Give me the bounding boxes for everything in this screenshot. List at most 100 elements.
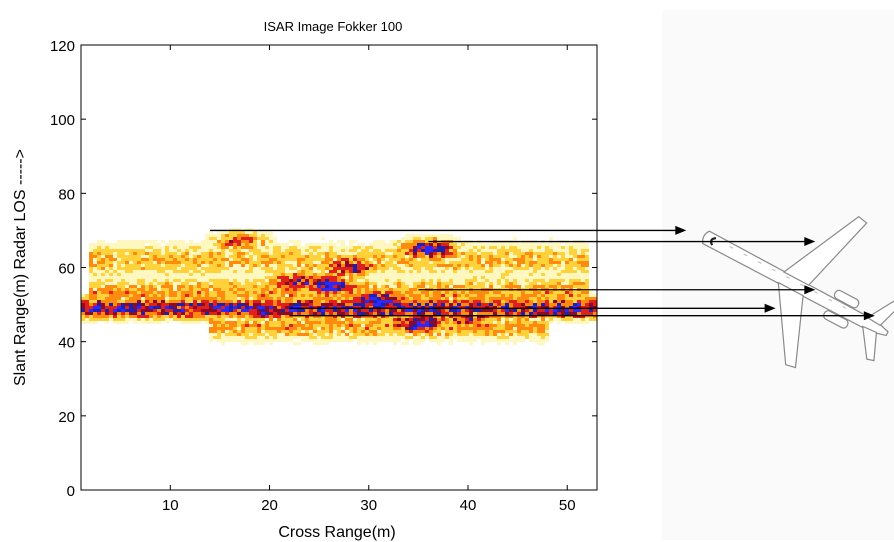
heatmap-cell	[265, 237, 269, 240]
heatmap-cell	[293, 249, 297, 252]
heatmap-cell	[533, 279, 537, 282]
heatmap-cell	[517, 303, 521, 306]
heatmap-cell	[181, 315, 185, 318]
heatmap-cell	[205, 279, 209, 282]
heatmap-cell	[169, 258, 173, 261]
heatmap-cell	[473, 264, 477, 267]
heatmap-cell	[429, 258, 433, 261]
heatmap-cell	[341, 240, 345, 243]
heatmap-cell	[581, 258, 585, 261]
heatmap-cell	[505, 264, 509, 267]
heatmap-cell	[185, 306, 189, 309]
heatmap-cell	[573, 282, 577, 285]
heatmap-cell	[477, 306, 481, 309]
heatmap-cell	[349, 333, 353, 336]
heatmap-cell	[333, 303, 337, 306]
heatmap-cell	[233, 306, 237, 309]
heatmap-cell	[381, 339, 385, 342]
heatmap-cell	[557, 243, 561, 246]
heatmap-cell	[345, 285, 349, 288]
heatmap-cell	[273, 267, 277, 270]
heatmap-cell	[249, 243, 253, 246]
heatmap-cell	[493, 249, 497, 252]
heatmap-cell	[289, 255, 293, 258]
heatmap-cell	[561, 249, 565, 252]
heatmap-cell	[429, 252, 433, 255]
heatmap-cell	[533, 312, 537, 315]
heatmap-cell	[193, 321, 197, 324]
heatmap-cell	[441, 243, 445, 246]
heatmap-cell	[401, 315, 405, 318]
heatmap-cell	[357, 318, 361, 321]
heatmap-cell	[297, 291, 301, 294]
heatmap-cell	[341, 282, 345, 285]
heatmap-cell	[553, 252, 557, 255]
heatmap-cell	[353, 285, 357, 288]
heatmap-cell	[281, 315, 285, 318]
heatmap-cell	[345, 321, 349, 324]
heatmap-cell	[477, 261, 481, 264]
heatmap-cell	[509, 324, 513, 327]
heatmap-cell	[221, 237, 225, 240]
heatmap-cell	[533, 252, 537, 255]
heatmap-cell	[209, 294, 213, 297]
heatmap-cell	[469, 282, 473, 285]
heatmap-cell	[165, 264, 169, 267]
heatmap-cell	[397, 309, 401, 312]
heatmap-cell	[145, 240, 149, 243]
heatmap-cell	[293, 240, 297, 243]
heatmap-cell	[229, 228, 233, 231]
heatmap-cell	[321, 291, 325, 294]
heatmap-cell	[461, 297, 465, 300]
heatmap-cell	[349, 303, 353, 306]
heatmap-cell	[413, 309, 417, 312]
heatmap-cell	[157, 282, 161, 285]
heatmap-cell	[253, 318, 257, 321]
heatmap-cell	[325, 333, 329, 336]
heatmap-cell	[525, 303, 529, 306]
heatmap-cell	[157, 318, 161, 321]
heatmap-cell	[85, 306, 89, 309]
heatmap-cell	[161, 288, 165, 291]
heatmap-cell	[417, 315, 421, 318]
heatmap-cell	[249, 234, 253, 237]
heatmap-cell	[557, 255, 561, 258]
heatmap-cell	[557, 252, 561, 255]
heatmap-cell	[221, 288, 225, 291]
heatmap-cell	[441, 327, 445, 330]
heatmap-cell	[85, 309, 89, 312]
heatmap-cell	[505, 255, 509, 258]
heatmap-cell	[253, 282, 257, 285]
heatmap-cell	[317, 294, 321, 297]
heatmap-cell	[461, 246, 465, 249]
heatmap-cell	[249, 282, 253, 285]
heatmap-cell	[509, 294, 513, 297]
heatmap-cell	[173, 285, 177, 288]
heatmap-cell	[537, 258, 541, 261]
heatmap-cell	[481, 261, 485, 264]
heatmap-cell	[541, 324, 545, 327]
heatmap-cell	[393, 333, 397, 336]
heatmap-cell	[285, 336, 289, 339]
heatmap-cell	[453, 321, 457, 324]
heatmap-cell	[337, 324, 341, 327]
heatmap-cell	[561, 312, 565, 315]
heatmap-cell	[521, 330, 525, 333]
heatmap-cell	[213, 333, 217, 336]
heatmap-cell	[261, 297, 265, 300]
heatmap-cell	[321, 255, 325, 258]
heatmap-cell	[445, 300, 449, 303]
heatmap-cell	[577, 261, 581, 264]
heatmap-cell	[173, 288, 177, 291]
heatmap-cell	[309, 282, 313, 285]
heatmap-cell	[453, 282, 457, 285]
heatmap-cell	[193, 267, 197, 270]
heatmap-cell	[425, 303, 429, 306]
heatmap-cell	[381, 273, 385, 276]
heatmap-cell	[305, 279, 309, 282]
heatmap-cell	[357, 252, 361, 255]
heatmap-cell	[357, 267, 361, 270]
heatmap-cell	[221, 264, 225, 267]
heatmap-cell	[413, 330, 417, 333]
heatmap-cell	[493, 273, 497, 276]
